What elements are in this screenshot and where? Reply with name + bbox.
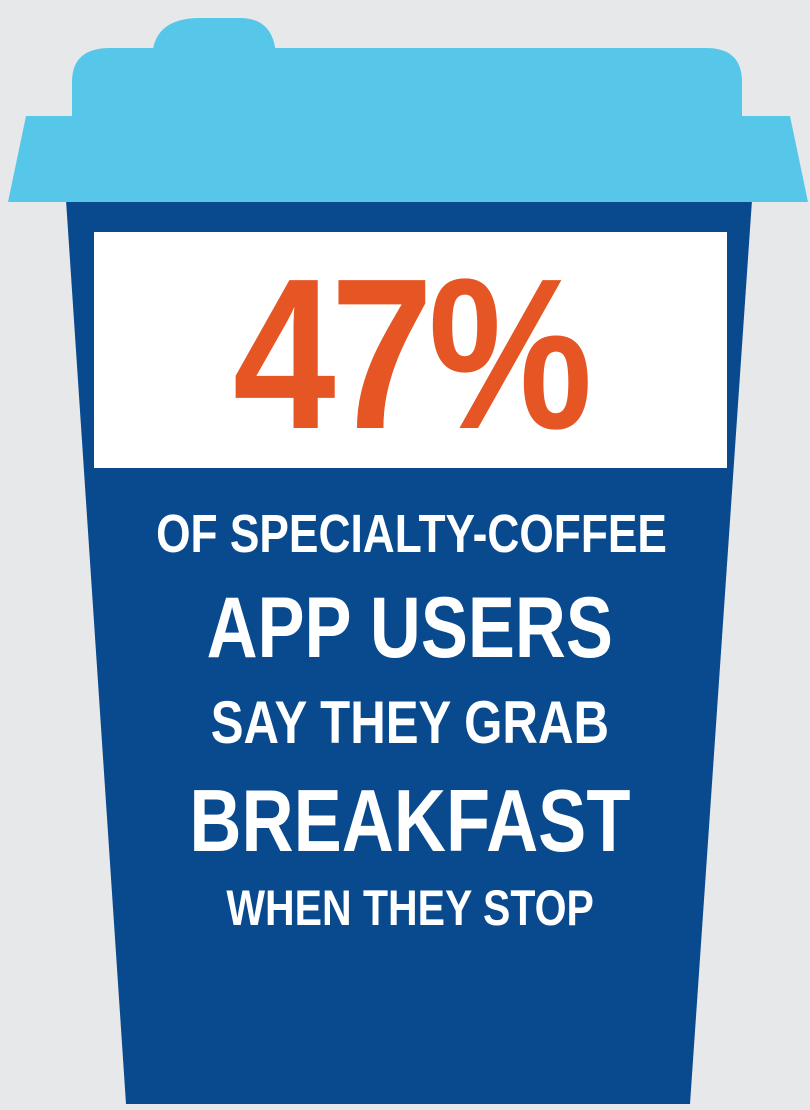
caption-line-3: SAY THEY GRAB (210, 689, 610, 756)
caption-line-1: OF SPECIALTY-COFFEE (156, 504, 667, 564)
caption-line-4: BREAKFAST (189, 771, 631, 870)
caption-line-2: APP USERS (206, 580, 614, 676)
stat-panel: 47% (94, 232, 727, 468)
stat-value: 47% (233, 232, 593, 474)
stat-panel-bg (94, 232, 727, 468)
caption-line-5: WHEN THEY STOP (226, 880, 594, 936)
lid-top (72, 48, 742, 118)
lid-brim (8, 116, 808, 202)
